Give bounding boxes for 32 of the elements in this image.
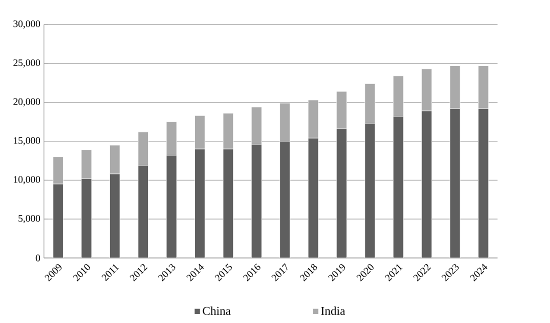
bar: [222, 112, 234, 150]
bar: [110, 144, 120, 174]
bar: [166, 154, 177, 258]
bar: [308, 138, 319, 258]
bar: [364, 123, 376, 258]
bar: [194, 148, 206, 258]
bar: [478, 108, 489, 258]
legend-label: India: [321, 306, 346, 315]
y-tick-label: 30,000: [14, 20, 40, 29]
bar: [166, 122, 177, 156]
bar: [110, 174, 120, 258]
y-tick-label: 10,000: [14, 176, 40, 184]
bar: [138, 165, 148, 258]
bar: [450, 108, 460, 258]
bar: [280, 140, 290, 258]
bar: [336, 128, 347, 258]
y-tick-label: 0: [36, 254, 40, 262]
bar: [81, 178, 92, 258]
bar: [251, 144, 262, 258]
bar: [222, 148, 234, 258]
bar: [138, 132, 148, 166]
y-tick-label: 15,000: [14, 137, 40, 146]
y-tick-label: 20,000: [13, 98, 40, 106]
x-tick-label: 2011: [102, 264, 120, 282]
bar: [421, 110, 432, 258]
bar: [194, 115, 206, 150]
legend-label: China: [202, 306, 231, 315]
bar: [81, 150, 92, 179]
y-tick-label: 5,000: [18, 214, 40, 224]
bar: [52, 184, 64, 258]
bar: [393, 116, 404, 258]
y-tick-label: 25,000: [13, 59, 40, 68]
